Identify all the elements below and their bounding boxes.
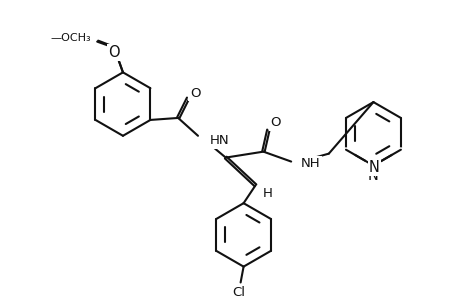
- Text: NH: NH: [301, 157, 320, 170]
- Text: O: O: [190, 87, 200, 100]
- Text: O: O: [110, 46, 120, 59]
- Text: —OCH₃: —OCH₃: [50, 33, 91, 43]
- Text: H: H: [262, 187, 272, 200]
- Text: -OCH₃: -OCH₃: [50, 32, 85, 45]
- Text: HN: HN: [209, 134, 229, 147]
- Text: Cl: Cl: [232, 286, 245, 299]
- Text: O: O: [108, 45, 120, 60]
- Text: N: N: [367, 168, 378, 183]
- Text: O: O: [269, 116, 280, 129]
- Text: N: N: [368, 160, 379, 175]
